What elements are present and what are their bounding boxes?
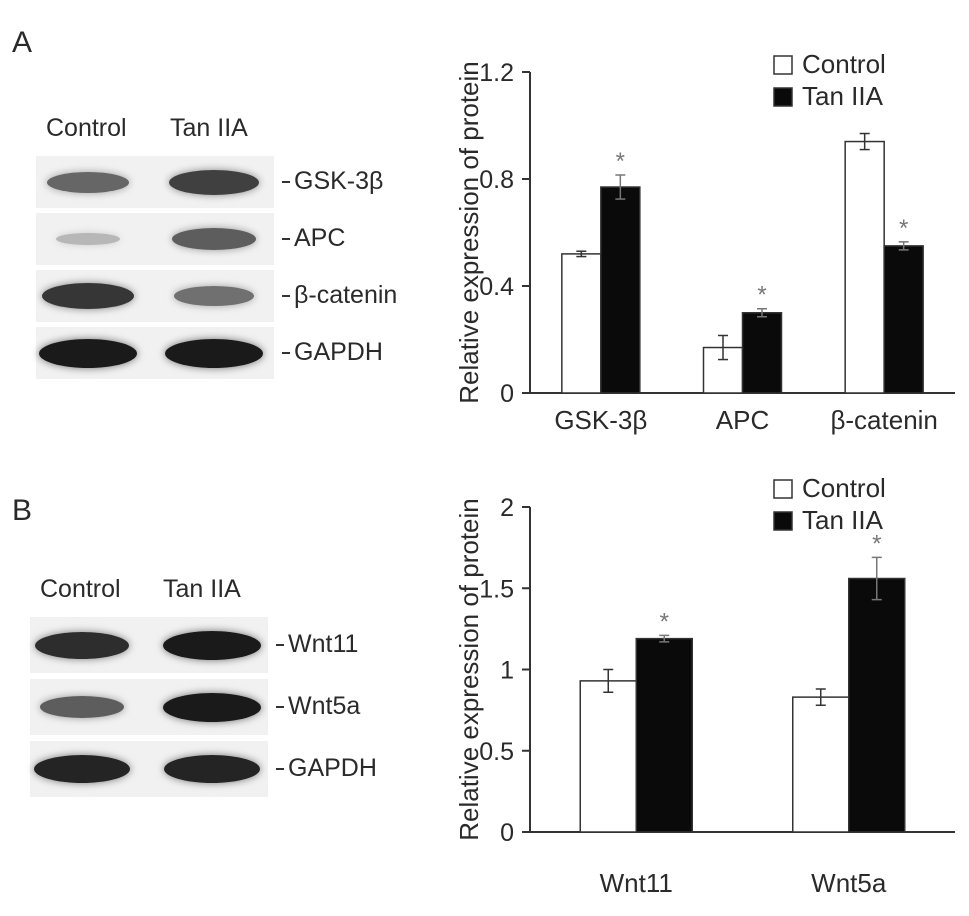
bar-tan-1 xyxy=(741,312,783,394)
significance-star: * xyxy=(660,608,669,635)
y-tick-label: 0 xyxy=(500,819,514,847)
blot-b-band-control-0 xyxy=(35,631,129,659)
blot-b-label-1: Wnt5a xyxy=(276,692,360,721)
blot-b-strip-2 xyxy=(30,741,268,797)
blot-a-header-tan: Tan IIA xyxy=(170,114,248,142)
significance-star: * xyxy=(616,148,625,175)
blot-b-strip-0 xyxy=(30,617,268,673)
category-label: APC xyxy=(716,405,769,435)
y-tick-label: 0.5 xyxy=(479,738,514,766)
y-tick-label: 1.2 xyxy=(479,59,514,87)
legend-swatch-1 xyxy=(773,511,793,531)
category-label: Wnt11 xyxy=(600,868,673,898)
blot-a-strip-0 xyxy=(36,156,274,208)
blot-b-band-control-1 xyxy=(40,696,124,718)
legend-label-1: Tan IIA xyxy=(802,505,884,535)
panel-a-letter: A xyxy=(12,26,33,59)
bar-tan-1 xyxy=(848,577,906,833)
bar-chart-a: Relative expression of protein 0 0.4 0.8 1.2… xyxy=(454,49,955,435)
y-tick-label: 0.4 xyxy=(479,273,514,301)
significance-star: * xyxy=(872,530,881,557)
blot-b-label-0: Wnt11 xyxy=(276,630,358,659)
blot-b-band-tan-2 xyxy=(164,755,260,783)
blot-b-label-2: GAPDH xyxy=(276,754,377,783)
blot-a-label-1: APC xyxy=(282,224,345,253)
legend-label-0: Control xyxy=(802,473,886,503)
blot-a-band-tan-1 xyxy=(172,228,256,250)
blot-a-band-control-1 xyxy=(55,232,121,246)
blot-a-label-3: GAPDH xyxy=(282,338,383,367)
legend-swatch-0 xyxy=(773,479,793,499)
blot-a-band-control-2 xyxy=(42,283,134,309)
blot-b-header-tan: Tan IIA xyxy=(163,575,241,603)
blot-a-band-tan-0 xyxy=(169,169,259,195)
category-label: GSK-3β xyxy=(554,405,647,435)
y-axis-label: Relative expression of protein xyxy=(454,498,484,841)
y-axis-label: Relative expression of protein xyxy=(454,61,484,404)
bar-control-0 xyxy=(561,253,602,394)
blot-b-strip-1 xyxy=(30,679,268,735)
blot-a-strip-3 xyxy=(36,327,274,379)
blot-b-band-control-2 xyxy=(34,755,130,783)
blot-a-strip-1 xyxy=(36,213,274,265)
blot-a-band-tan-3 xyxy=(165,338,263,368)
category-label: β-catenin xyxy=(830,405,937,435)
blot-a-band-control-0 xyxy=(47,171,129,193)
bar-control-0 xyxy=(579,680,637,833)
panel-b-letter: B xyxy=(12,494,33,527)
blot-b-band-tan-0 xyxy=(163,630,261,660)
y-tick-label: 1 xyxy=(500,657,514,685)
blot-a-strip-2 xyxy=(36,270,274,322)
bar-control-1 xyxy=(792,696,850,833)
legend-label-1: Tan IIA xyxy=(802,81,884,111)
significance-star: * xyxy=(757,282,766,309)
legend-swatch-0 xyxy=(773,55,793,75)
legend-label-0: Control xyxy=(802,49,886,79)
bar-tan-2 xyxy=(883,245,924,394)
category-label: Wnt5a xyxy=(811,868,887,898)
blot-a-label-2: β-catenin xyxy=(282,281,397,310)
bar-tan-0 xyxy=(635,637,693,833)
y-tick-label: 0.8 xyxy=(479,166,514,194)
blot-b-header-control: Control xyxy=(40,575,121,603)
blot-a-band-control-3 xyxy=(39,338,137,368)
blot-a-band-tan-2 xyxy=(174,286,254,306)
significance-star: * xyxy=(899,215,908,242)
y-tick-label: 0 xyxy=(500,380,514,408)
blot-a-label-0: GSK-3β xyxy=(282,167,383,196)
legend-swatch-1 xyxy=(773,87,793,107)
y-tick-label: 1.5 xyxy=(479,575,514,603)
bar-tan-0 xyxy=(600,186,641,394)
blot-a-header-control: Control xyxy=(46,114,127,142)
blot-b-band-tan-1 xyxy=(163,692,261,722)
bar-control-2 xyxy=(844,140,885,394)
y-tick-label: 2 xyxy=(500,494,514,522)
bar-chart-b: Relative expression of protein 0 0.5 1 1.5 2 *… xyxy=(454,473,955,898)
